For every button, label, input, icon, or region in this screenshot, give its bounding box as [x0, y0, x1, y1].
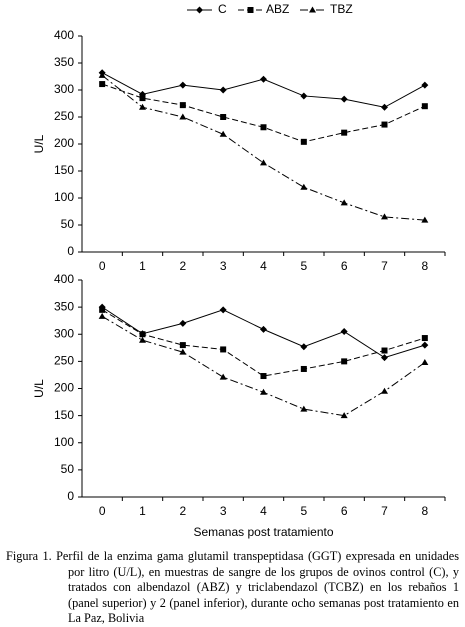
marker: [260, 159, 267, 166]
marker: [341, 129, 348, 136]
x-tick-label: 7: [381, 259, 388, 273]
x-tick-label: 1: [139, 504, 146, 518]
legend-label: TBZ: [330, 2, 353, 16]
marker: [381, 347, 388, 354]
marker: [219, 130, 227, 137]
legend-label: ABZ: [266, 2, 289, 16]
marker: [196, 6, 203, 14]
marker: [300, 92, 308, 100]
y-tick-label: 150: [54, 163, 74, 177]
marker: [381, 213, 388, 220]
y-tick-label: 100: [54, 190, 74, 204]
marker: [300, 343, 308, 351]
marker: [139, 95, 146, 102]
marker: [139, 336, 146, 343]
x-tick-label: 5: [300, 259, 307, 273]
marker: [247, 7, 254, 13]
marker: [260, 388, 267, 395]
y-tick-label: 300: [54, 326, 74, 340]
marker: [219, 306, 227, 314]
marker: [179, 348, 187, 355]
marker: [300, 138, 307, 145]
marker: [219, 86, 227, 94]
marker: [260, 75, 267, 83]
y-tick-label: 300: [54, 82, 74, 96]
x-tick-label: 2: [179, 259, 186, 273]
y-tick-label: 150: [54, 408, 74, 422]
x-tick-label: 6: [341, 504, 348, 518]
x-tick-label: 3: [220, 504, 227, 518]
y-tick-label: 200: [54, 136, 74, 150]
x-tick-label: 0: [99, 504, 106, 518]
marker: [300, 405, 308, 412]
marker: [300, 183, 308, 190]
marker: [98, 312, 106, 319]
marker: [381, 387, 388, 394]
marker: [309, 6, 316, 13]
x-tick-label: 6: [341, 259, 348, 273]
marker: [340, 328, 348, 336]
marker: [179, 102, 186, 109]
y-tick-label: 50: [61, 217, 75, 231]
marker: [381, 121, 388, 128]
marker: [139, 331, 146, 338]
y-tick-label: 0: [67, 244, 74, 258]
y-tick-label: 400: [54, 272, 74, 286]
legend-label: C: [218, 2, 227, 16]
marker: [179, 319, 187, 327]
marker: [341, 358, 348, 365]
y-tick-label: 100: [54, 435, 74, 449]
marker: [381, 354, 388, 362]
marker: [139, 103, 146, 110]
marker: [179, 113, 187, 120]
marker: [421, 341, 429, 349]
x-tick-label: 8: [421, 259, 428, 273]
x-tick-label: 2: [179, 504, 186, 518]
page: {"chart_data": [ {"type": "line", "categ…: [6, 2, 459, 625]
y-tick-label: 50: [61, 462, 75, 476]
y-tick-label: 350: [54, 299, 74, 313]
x-tick-label: 1: [139, 259, 146, 273]
marker: [99, 81, 106, 88]
y-tick-label: 400: [54, 28, 74, 42]
marker: [220, 114, 227, 120]
x-tick-label: 0: [99, 259, 106, 273]
y-axis-label: U/L: [32, 134, 46, 153]
x-axis-label: Semanas post tratamiento: [193, 525, 333, 539]
x-tick-label: 4: [260, 504, 267, 518]
marker: [219, 373, 227, 380]
marker: [381, 103, 388, 111]
x-tick-label: 3: [220, 259, 227, 273]
marker: [340, 412, 348, 419]
y-tick-label: 250: [54, 109, 74, 123]
series-line: [101, 75, 425, 221]
x-tick-label: 5: [300, 504, 307, 518]
marker: [260, 124, 267, 131]
marker: [300, 365, 307, 372]
x-tick-label: 7: [381, 504, 388, 518]
marker: [99, 306, 106, 313]
y-tick-label: 250: [54, 354, 74, 368]
marker: [179, 342, 186, 349]
marker: [260, 373, 267, 380]
marker: [98, 71, 106, 78]
marker: [421, 216, 429, 223]
marker: [179, 81, 187, 89]
y-tick-label: 350: [54, 55, 74, 69]
marker: [421, 103, 428, 110]
x-tick-label: 4: [260, 259, 267, 273]
y-axis-label: U/L: [32, 379, 46, 398]
marker: [421, 358, 429, 365]
marker: [340, 95, 348, 103]
marker: [260, 325, 267, 333]
marker: [340, 199, 348, 206]
caption: Figura 1. Perfil de la enzima gama gluta…: [6, 549, 459, 625]
marker: [220, 346, 227, 353]
y-tick-label: 200: [54, 381, 74, 395]
y-tick-label: 0: [67, 489, 74, 503]
x-tick-label: 8: [421, 504, 428, 518]
marker: [421, 335, 428, 342]
marker: [421, 81, 429, 89]
